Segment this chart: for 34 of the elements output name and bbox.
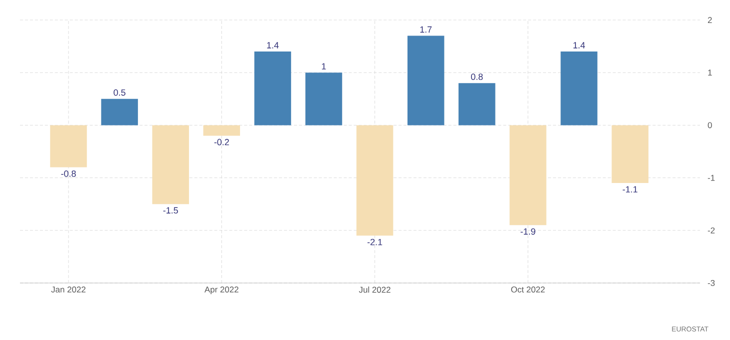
bar bbox=[254, 52, 292, 126]
y-tick-label: -3 bbox=[708, 280, 715, 286]
bar bbox=[152, 125, 189, 204]
data-label: -1.9 bbox=[520, 228, 536, 235]
bar bbox=[203, 125, 240, 136]
data-label: 1.4 bbox=[573, 42, 585, 48]
x-tick-label: Jul 2022 bbox=[358, 286, 390, 293]
y-tick-label: 0 bbox=[708, 122, 712, 128]
bar bbox=[510, 125, 546, 226]
data-label: -1.5 bbox=[163, 207, 178, 214]
x-tick-label: Oct 2022 bbox=[511, 286, 545, 293]
y-tick-label: -2 bbox=[708, 227, 715, 234]
data-label: -1.1 bbox=[622, 186, 638, 192]
y-tick-label: 1 bbox=[708, 70, 712, 76]
data-label: 0.8 bbox=[471, 74, 483, 80]
data-label: -0.2 bbox=[214, 138, 229, 146]
bar bbox=[458, 83, 496, 126]
bar bbox=[101, 98, 138, 126]
y-tick-label: 2 bbox=[708, 17, 712, 23]
data-label: 1.4 bbox=[267, 42, 279, 48]
bar bbox=[356, 125, 394, 236]
data-label: -0.8 bbox=[61, 170, 76, 177]
x-tick-label: Jan 2022 bbox=[51, 286, 86, 293]
data-label: -2.1 bbox=[367, 238, 382, 246]
x-tick-label: Apr 2022 bbox=[204, 286, 238, 294]
y-tick-label: -1 bbox=[708, 174, 715, 181]
data-label: 0.5 bbox=[114, 89, 126, 96]
data-label: 1 bbox=[322, 63, 326, 70]
bar bbox=[560, 52, 598, 126]
data-label: 1.7 bbox=[420, 26, 432, 33]
bar bbox=[407, 36, 444, 126]
bar bbox=[305, 72, 342, 126]
bar bbox=[612, 125, 648, 184]
bar bbox=[50, 125, 87, 168]
